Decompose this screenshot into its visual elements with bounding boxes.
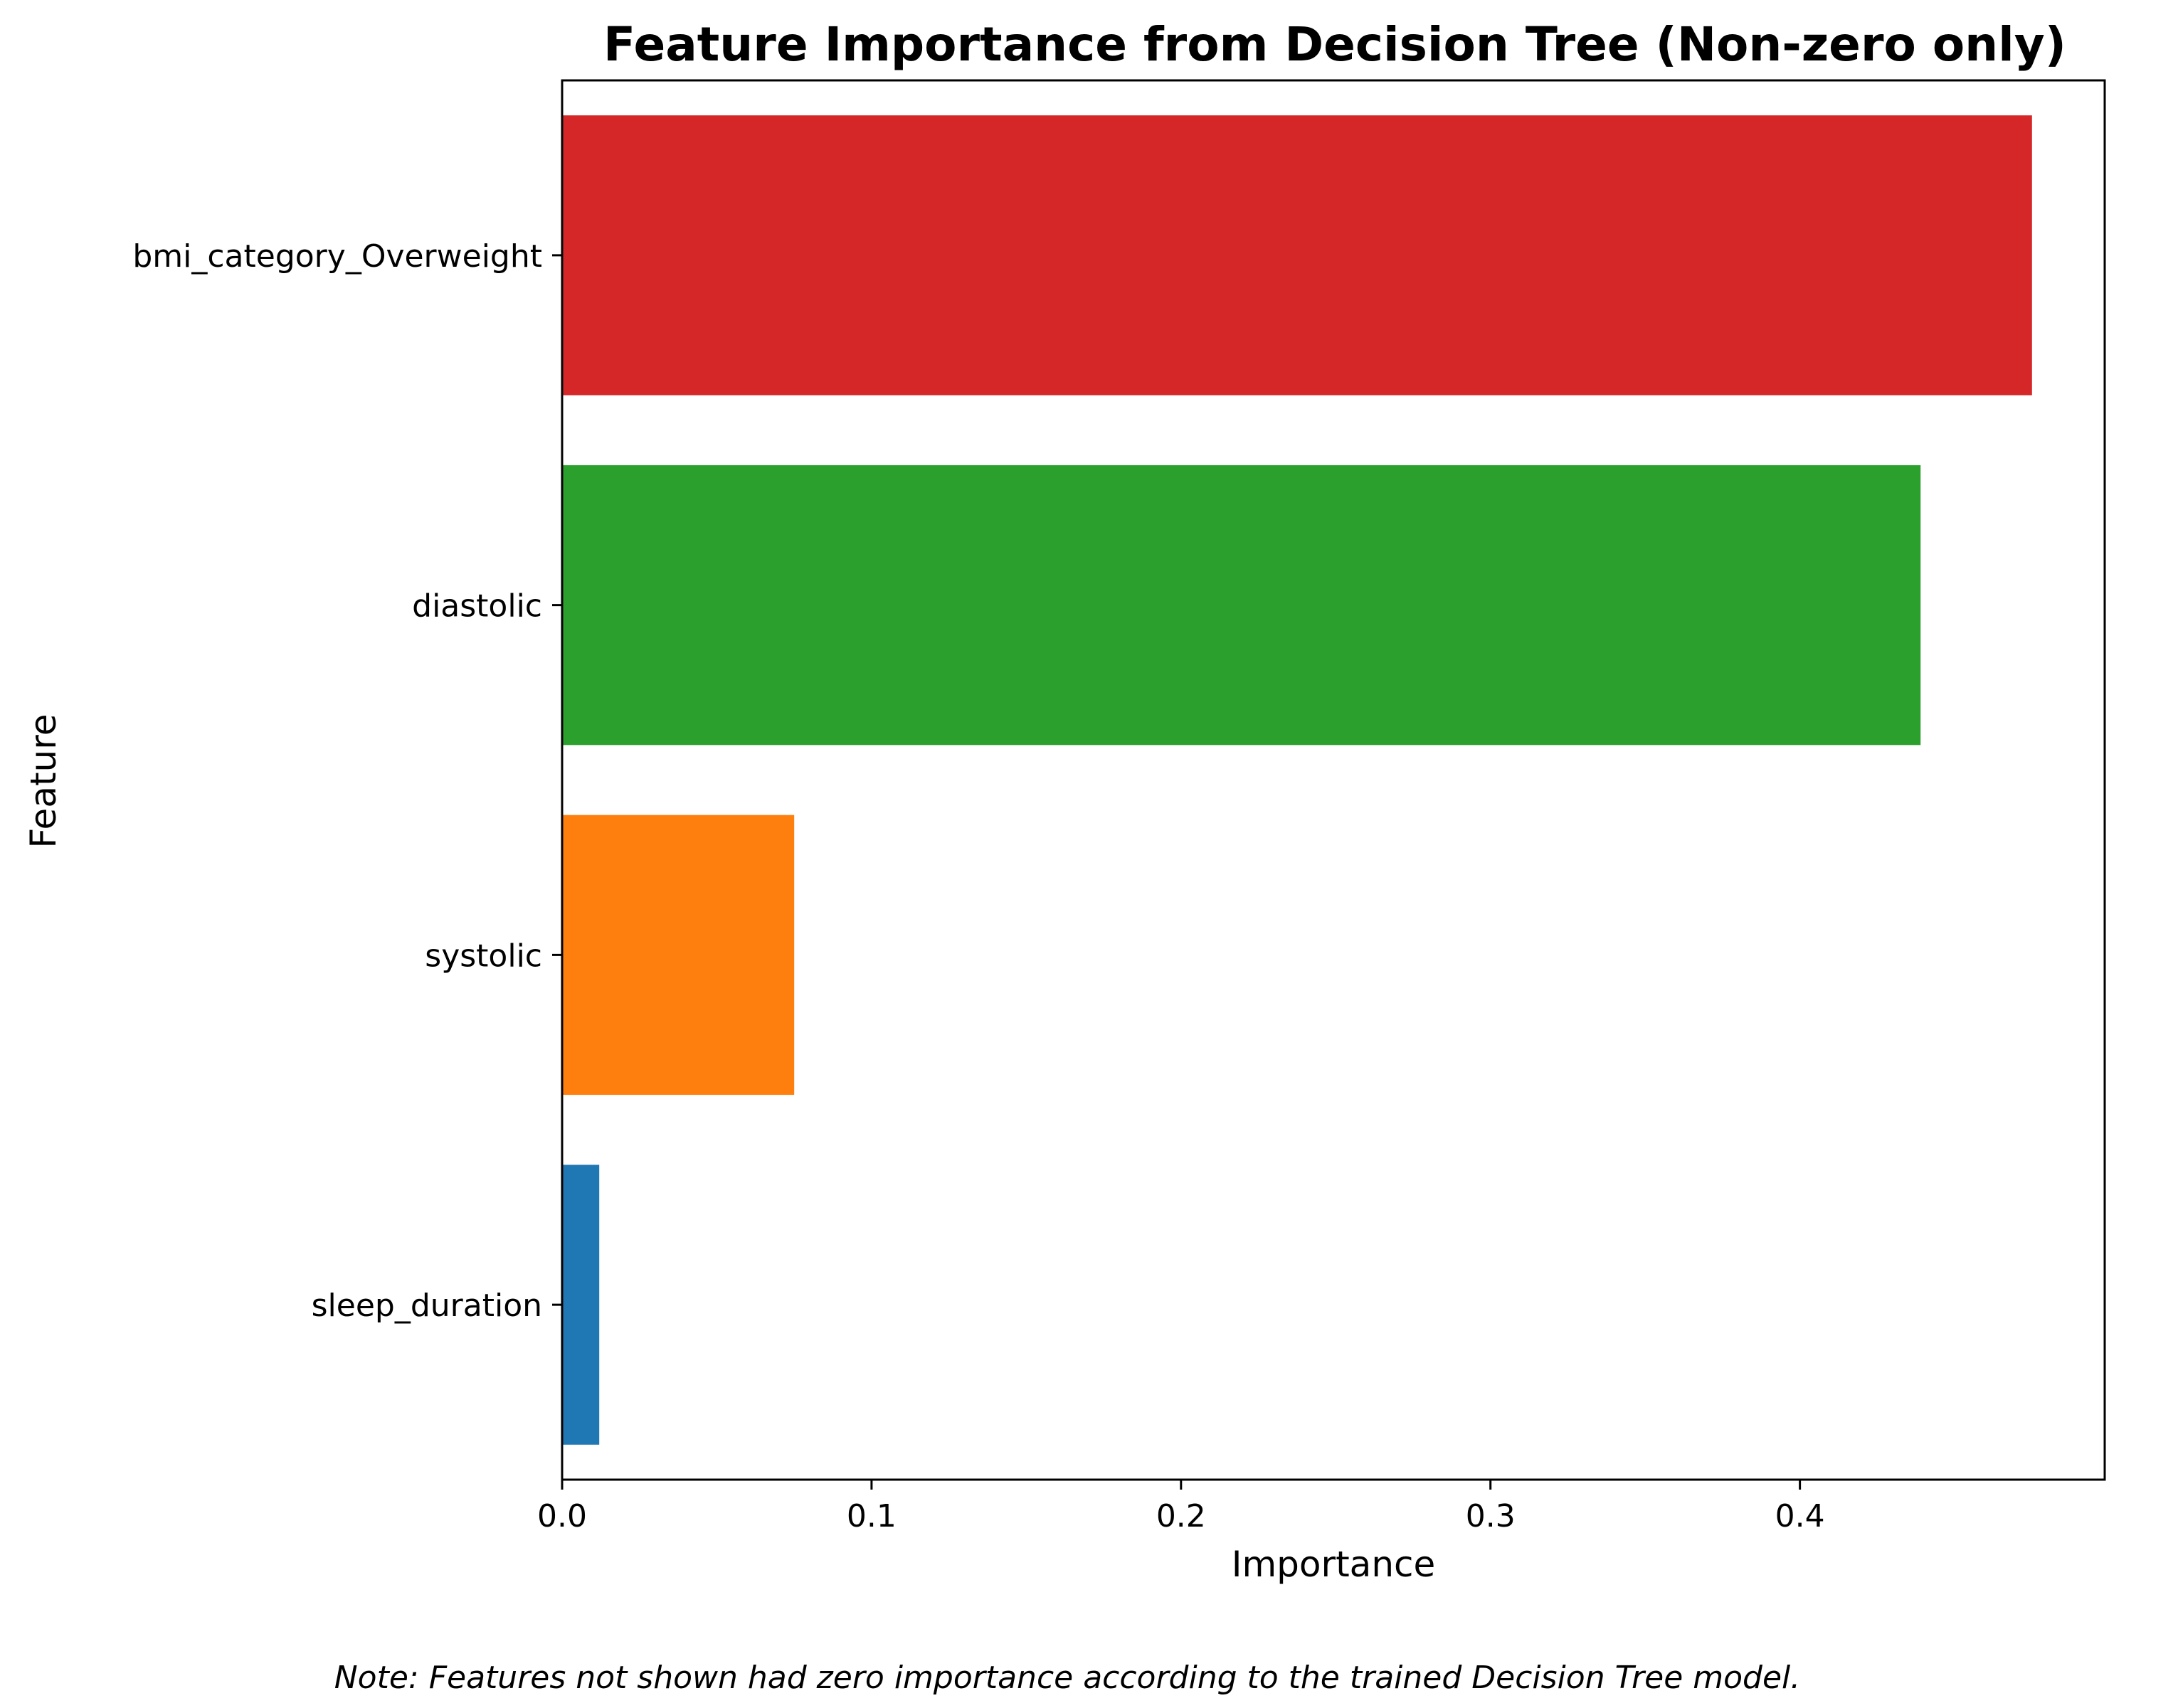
x-axis-ticks: 0.0 0.1 0.2 0.3 0.4 xyxy=(537,1480,1825,1534)
x-tick-label: 0.4 xyxy=(1775,1498,1825,1534)
bar-systolic xyxy=(562,815,795,1096)
x-tick-label: 0.3 xyxy=(1466,1498,1516,1534)
x-tick-label: 0.1 xyxy=(847,1498,897,1534)
x-tick-label: 0.0 xyxy=(537,1498,587,1534)
bar-bmi-category-overweight xyxy=(562,115,2032,396)
y-axis-label: Feature xyxy=(23,714,64,849)
x-tick-label: 0.2 xyxy=(1156,1498,1206,1534)
y-tick-label: diastolic xyxy=(412,588,542,625)
x-axis-label: Importance xyxy=(1232,1544,1436,1585)
y-tick-label: sleep_duration xyxy=(312,1288,542,1324)
footnote: Note: Features not shown had zero import… xyxy=(334,1660,1801,1696)
chart-title: Feature Importance from Decision Tree (N… xyxy=(603,17,2066,72)
plot-frame xyxy=(561,79,2106,1481)
bar-diastolic xyxy=(562,465,1921,746)
y-axis-ticks: bmi_category_Overweight diastolic systolic… xyxy=(132,238,562,1324)
bar-group xyxy=(562,115,2032,1445)
y-tick-label: bmi_category_Overweight xyxy=(132,238,542,275)
bar-sleep-duration xyxy=(562,1165,600,1445)
y-tick-label: systolic xyxy=(425,938,542,974)
